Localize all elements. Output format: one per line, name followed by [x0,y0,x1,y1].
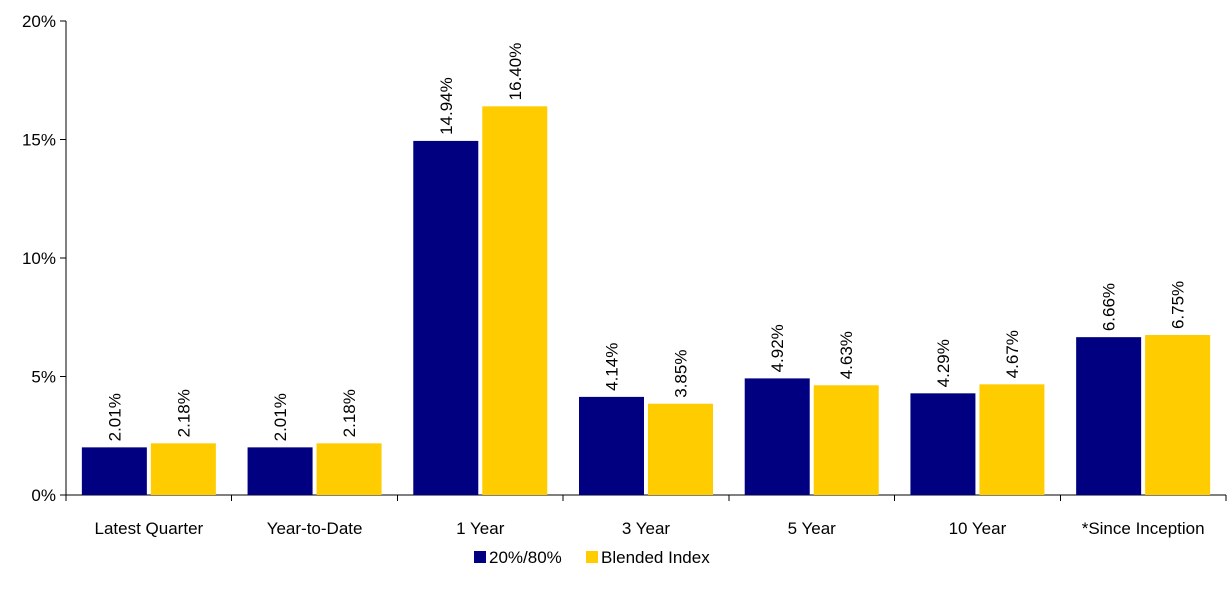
x-category-label: Year-to-Date [267,519,363,538]
bar-series-1 [247,447,313,495]
data-labels: 2.01% 2.18% 2.01% 2.18% 14.94% 16.40% 4.14% 3.8… [105,43,1187,442]
bar-value-label: 6.75% [1169,281,1188,329]
x-category-label: 10 Year [949,519,1007,538]
legend-swatch [586,551,598,563]
bar-value-label: 2.01% [105,393,124,441]
y-tick-label: 20% [22,12,56,31]
y-tick-label: 15% [22,131,56,150]
x-category-label: *Since Inception [1082,519,1205,538]
legend-swatch [474,551,486,563]
bar-series-2 [1145,335,1211,495]
bar-value-label: 4.67% [1003,330,1022,378]
x-category-label: Latest Quarter [95,519,204,538]
y-tick-label: 5% [31,368,56,387]
bars [81,106,1211,495]
x-category-label: 1 Year [456,519,505,538]
bar-value-label: 6.66% [1100,283,1119,331]
y-tick-label: 0% [31,486,56,505]
bar-value-label: 2.01% [271,393,290,441]
bar-value-label: 4.14% [603,343,622,391]
bar-series-1 [744,378,810,495]
bar-series-1 [579,396,644,495]
x-category-label: 3 Year [622,519,671,538]
bar-series-2 [482,106,548,495]
x-axis: Latest Quarter Year-to-Date 1 Year 3 Year 5 … [65,494,1227,538]
bar-value-label: 2.18% [340,389,359,437]
bar-value-label: 4.29% [934,339,953,387]
x-category-label: 5 Year [788,519,837,538]
bar-value-label: 2.18% [174,389,193,437]
y-tick-label: 10% [22,249,56,268]
bar-value-label: 16.40% [506,43,525,101]
bar-value-label: 4.92% [768,324,787,372]
bar-value-label: 3.85% [672,350,691,398]
bar-series-2 [813,385,879,495]
legend-label: Blended Index [601,548,710,567]
bar-series-1 [910,393,976,495]
legend: 20%/80% Blended Index [474,548,710,567]
bar-value-label: 14.94% [437,77,456,135]
bar-series-1 [1076,337,1142,495]
bar-series-2 [150,443,216,495]
bar-series-2 [648,403,713,495]
bar-series-2 [316,443,382,495]
legend-label: 20%/80% [489,548,562,567]
bar-series-1 [81,447,147,495]
bar-series-1 [413,140,479,495]
bar-series-2 [979,384,1045,495]
bar-value-label: 4.63% [837,331,856,379]
y-axis: 0% 5% 10% 15% 20% [22,12,67,505]
